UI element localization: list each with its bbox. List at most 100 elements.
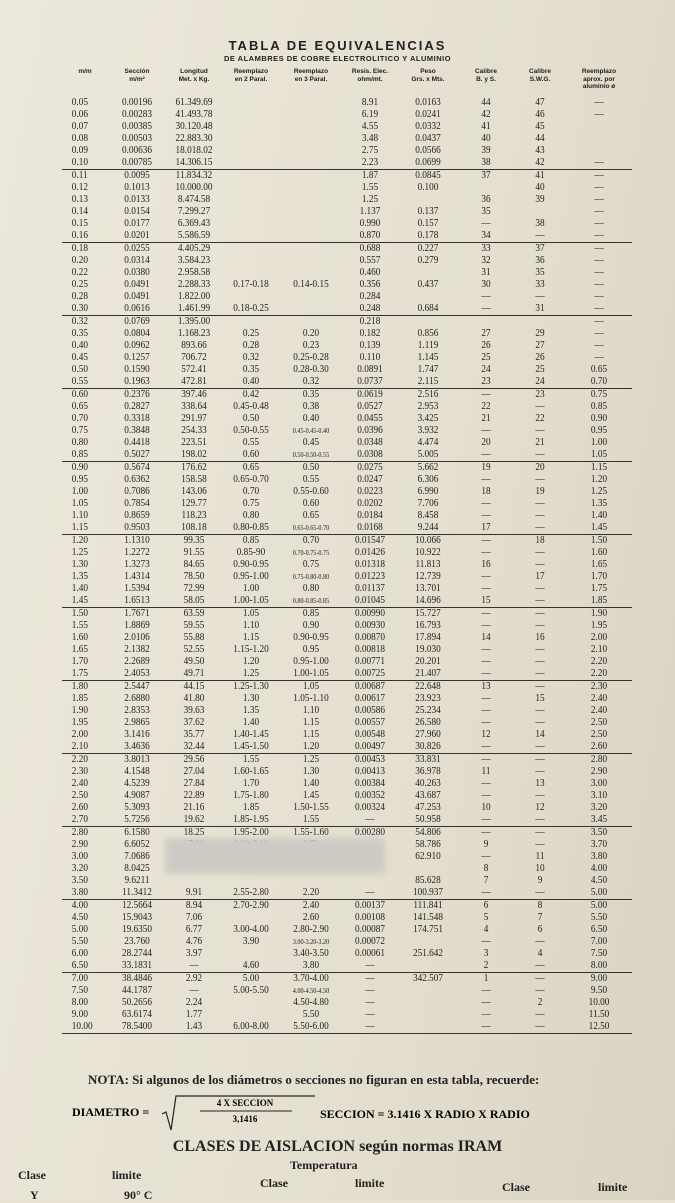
cell: 1.10 [71,510,88,521]
cell: 0.0491 [124,279,150,290]
cell: 5.00 [569,887,629,900]
cell: 3 [483,948,489,959]
cell: 22.883.30 [175,133,213,144]
cell: 0.65 [590,364,608,375]
cell: 0.55 [242,437,260,448]
table-row: 1.65 2.1382 52.55 1.15-1.20 0.95 0.00818 19.03… [62,644,632,656]
cell: 0.856 [417,328,439,339]
cell: 0.218 [359,316,381,327]
cell: 0.110 [359,352,381,363]
cell: 45 [535,121,545,132]
cell: 1.35 [71,571,88,582]
cell: 2.70-2.90 [233,900,269,911]
table-row: 3.50 9.6211 85.628 7 9 4.50 [62,875,632,887]
cell: 198.02 [169,449,219,462]
cell: — [594,255,604,266]
cell: 1.95 [71,717,88,728]
table-row: 6.00 28.2744 3.97 3.40-3.50 0.00061 251.642 3 4… [62,948,632,960]
cell: 1.20 [590,474,608,485]
cell: 40.263 [415,778,441,789]
cell: 1.85 [242,802,260,813]
cell: 2.20 [283,887,339,900]
cell: — [594,267,604,278]
header-line: Sección [124,68,150,75]
cell: 0.0380 [124,267,150,278]
formula-rhs: SECCION = 3.1416 X RADIO X RADIO [320,1107,530,1121]
cell: — [535,656,545,667]
cell: 0.50 [71,364,88,375]
cell: 2.90 [71,839,88,850]
cell: 23 [535,389,545,400]
cell: 0.182 [359,328,381,339]
cell: — [517,668,563,681]
cell [225,206,276,218]
cell: 893.66 [181,340,207,351]
cell: — [594,352,604,363]
table-row: 0.40 0.0962 893.66 0.28 0.23 0.139 1.119 26 27 — [62,340,632,352]
cell [517,206,563,218]
cell: 0.80 [242,510,260,521]
cell: 1.90 [71,705,88,716]
cell: 44.15 [183,681,205,692]
cell: 10.00 [64,1021,106,1034]
cell: 0.00503 [121,133,153,144]
cell: 1.55 [283,814,339,827]
cell: 1.05 [242,608,260,619]
cell: 38 [461,157,511,170]
cell: — [569,157,629,170]
cell: 0.90 [590,413,608,424]
cell: 85.628 [415,875,441,886]
cell: 3.45 [569,814,629,827]
cell: 1.50 [590,535,608,546]
cell: 6.306 [417,474,439,485]
cell [402,936,455,948]
cell: 3.40-3.50 [293,948,329,959]
cell: 0.00137 [354,900,386,911]
cell: 41 [535,170,545,181]
cell: 0.65-0.70 [233,474,269,485]
cell: — [461,303,511,316]
cell: 29 [535,328,545,339]
cell: 0.0348 [357,437,383,448]
cell: — [594,328,604,339]
column-header: Calibre B. y S. [458,68,514,91]
cell: 0.0177 [124,218,150,229]
cell: 1.85 [71,693,88,704]
cell: 84.65 [183,559,205,570]
cell: — [461,741,511,754]
table-row: 0.12 0.1013 10.000.00 1.55 0.100 40 — [62,182,632,194]
cell: 30.826 [401,741,455,754]
cell: 0.00061 [354,948,386,959]
cell [284,875,339,887]
cell: 4.50-4.80 [293,997,329,1008]
cell: 21.407 [401,668,455,681]
cell: — [481,851,491,862]
cell [345,875,394,887]
table-row: 2.80 6.1580 18.25 1.95-2.00 1.55-1.60 0.00280… [62,827,632,840]
cell: 0.0241 [415,109,441,120]
table-row: 0.20 0.0314 3.584.23 0.557 0.279 32 36 — [62,255,632,267]
cell: 0.00108 [354,912,386,923]
cell [284,206,339,218]
table-row: 2.00 3.1416 35.77 1.40-1.45 1.15 0.00548 27.96… [62,729,632,741]
cell: 2.60 [569,741,629,754]
cell: 0.00497 [345,741,395,754]
cell: — [481,510,491,521]
cell: 0.1013 [124,182,150,193]
cell: 7.00 [71,973,88,984]
cell: 54.806 [415,827,441,838]
cell: 0.80 [302,583,320,594]
cell: 0.20 [71,255,88,266]
cell: 3.90 [242,936,260,947]
cell: 1.8869 [124,620,150,631]
cell [225,218,276,230]
cell: 0.688 [359,243,381,254]
column-header: m/m [62,68,108,91]
cell [284,97,339,109]
table-row: 0.07 0.00385 30.120.48 4.55 0.0332 41 45 [62,121,632,133]
cell: 1.747 [417,364,439,375]
cell: 0.00586 [354,705,386,716]
cell: 17 [461,522,511,535]
cell: 5.50 [302,1009,320,1020]
